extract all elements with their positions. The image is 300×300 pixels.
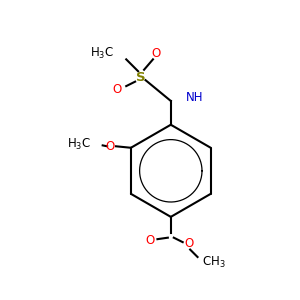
Text: S: S <box>136 71 146 84</box>
Text: H$_3$C: H$_3$C <box>90 46 114 61</box>
Text: O: O <box>184 237 193 250</box>
Text: H$_3$C: H$_3$C <box>67 137 91 152</box>
Text: O: O <box>106 140 115 153</box>
Text: CH$_3$: CH$_3$ <box>202 255 226 271</box>
Text: O: O <box>113 82 122 96</box>
Text: O: O <box>146 234 154 247</box>
Text: O: O <box>151 47 160 60</box>
Text: NH: NH <box>186 92 203 104</box>
